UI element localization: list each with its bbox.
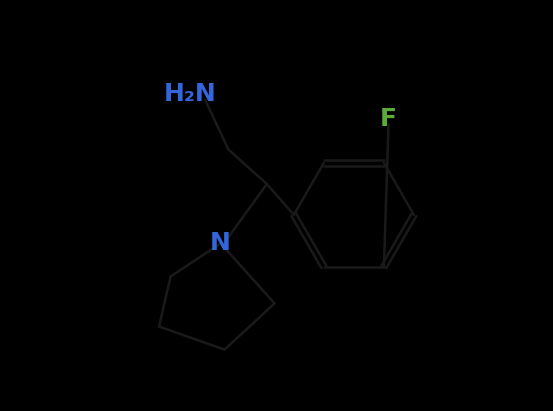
Text: H₂N: H₂N <box>164 82 216 106</box>
Text: N: N <box>210 231 231 255</box>
Text: F: F <box>380 106 397 131</box>
